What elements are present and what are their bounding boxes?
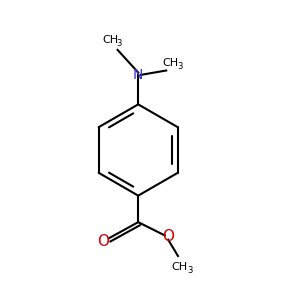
Text: CH: CH xyxy=(102,34,118,45)
Text: O: O xyxy=(98,234,110,249)
Text: N: N xyxy=(133,68,143,82)
Text: O: O xyxy=(162,230,174,244)
Text: 3: 3 xyxy=(177,62,183,71)
Text: CH: CH xyxy=(163,58,179,68)
Text: 3: 3 xyxy=(116,39,122,48)
Text: 3: 3 xyxy=(187,266,192,275)
Text: CH: CH xyxy=(171,262,188,272)
